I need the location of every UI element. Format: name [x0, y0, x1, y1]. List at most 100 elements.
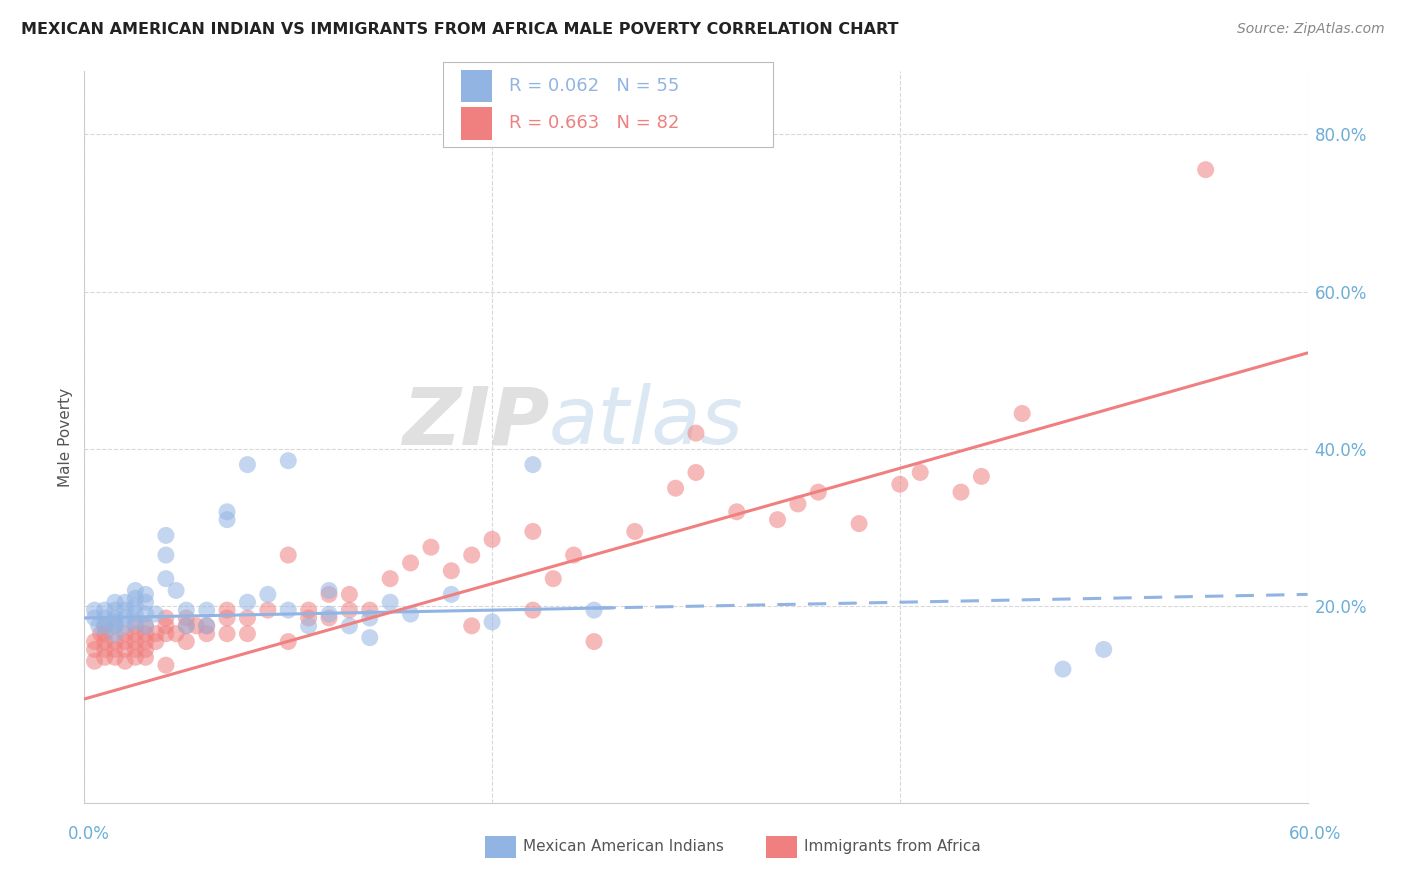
- Point: [83, 603, 105, 617]
- Point: [217, 626, 239, 640]
- Point: [114, 654, 136, 668]
- Point: [104, 603, 127, 617]
- Point: [848, 516, 870, 531]
- Point: [481, 533, 503, 547]
- Point: [176, 619, 198, 633]
- Point: [1195, 162, 1218, 177]
- Point: [114, 626, 136, 640]
- Point: [359, 603, 381, 617]
- Point: [114, 611, 136, 625]
- Point: [217, 505, 239, 519]
- Point: [766, 513, 789, 527]
- Point: [93, 619, 117, 633]
- Point: [236, 611, 259, 625]
- Point: [725, 505, 748, 519]
- Point: [440, 564, 463, 578]
- Point: [176, 619, 198, 633]
- Point: [93, 626, 117, 640]
- Text: 0.0%: 0.0%: [67, 825, 110, 843]
- Point: [1052, 662, 1074, 676]
- Point: [195, 619, 218, 633]
- Point: [562, 548, 585, 562]
- Point: [124, 634, 146, 648]
- Point: [543, 572, 565, 586]
- Point: [83, 642, 105, 657]
- Point: [236, 595, 259, 609]
- Point: [93, 642, 117, 657]
- Point: [277, 453, 299, 467]
- Point: [910, 466, 932, 480]
- Y-axis label: Male Poverty: Male Poverty: [58, 387, 73, 487]
- Point: [93, 634, 117, 648]
- Point: [104, 595, 127, 609]
- Point: [135, 626, 157, 640]
- Point: [950, 485, 973, 500]
- Point: [318, 587, 340, 601]
- Point: [298, 611, 321, 625]
- Point: [339, 587, 361, 601]
- Point: [970, 469, 993, 483]
- Text: R = 0.062   N = 55: R = 0.062 N = 55: [509, 78, 679, 95]
- Point: [420, 540, 443, 554]
- Point: [1011, 407, 1033, 421]
- Point: [399, 607, 422, 621]
- Point: [359, 611, 381, 625]
- Point: [114, 619, 136, 633]
- Point: [93, 619, 117, 633]
- Point: [298, 619, 321, 633]
- Point: [522, 524, 544, 539]
- Point: [114, 642, 136, 657]
- Point: [1092, 642, 1115, 657]
- Point: [135, 595, 157, 609]
- Point: [176, 634, 198, 648]
- Point: [685, 426, 707, 441]
- Text: Source: ZipAtlas.com: Source: ZipAtlas.com: [1237, 22, 1385, 37]
- Point: [522, 603, 544, 617]
- Point: [124, 615, 146, 629]
- Point: [104, 619, 127, 633]
- Point: [380, 595, 402, 609]
- Point: [124, 607, 146, 621]
- Point: [155, 611, 177, 625]
- Text: 60.0%: 60.0%: [1288, 825, 1341, 843]
- Point: [104, 611, 127, 625]
- Point: [889, 477, 911, 491]
- Point: [135, 607, 157, 621]
- Point: [318, 583, 340, 598]
- Point: [318, 607, 340, 621]
- Point: [124, 650, 146, 665]
- Point: [90, 626, 112, 640]
- Point: [93, 611, 117, 625]
- Point: [277, 603, 299, 617]
- Point: [145, 607, 167, 621]
- Point: [155, 572, 177, 586]
- Point: [217, 513, 239, 527]
- Point: [145, 626, 167, 640]
- Point: [155, 548, 177, 562]
- Point: [176, 611, 198, 625]
- Point: [155, 658, 177, 673]
- Point: [104, 634, 127, 648]
- Point: [685, 466, 707, 480]
- Point: [236, 458, 259, 472]
- Point: [104, 626, 127, 640]
- Point: [339, 603, 361, 617]
- Point: [186, 619, 208, 633]
- Point: [124, 626, 146, 640]
- Point: [135, 587, 157, 601]
- Point: [339, 619, 361, 633]
- Point: [195, 619, 218, 633]
- Point: [124, 583, 146, 598]
- Point: [135, 650, 157, 665]
- Point: [277, 548, 299, 562]
- Point: [665, 481, 688, 495]
- Point: [257, 603, 280, 617]
- Point: [145, 634, 167, 648]
- Point: [461, 619, 484, 633]
- Point: [124, 619, 146, 633]
- Point: [380, 572, 402, 586]
- Point: [217, 603, 239, 617]
- Point: [135, 619, 157, 633]
- Point: [114, 634, 136, 648]
- Point: [87, 619, 110, 633]
